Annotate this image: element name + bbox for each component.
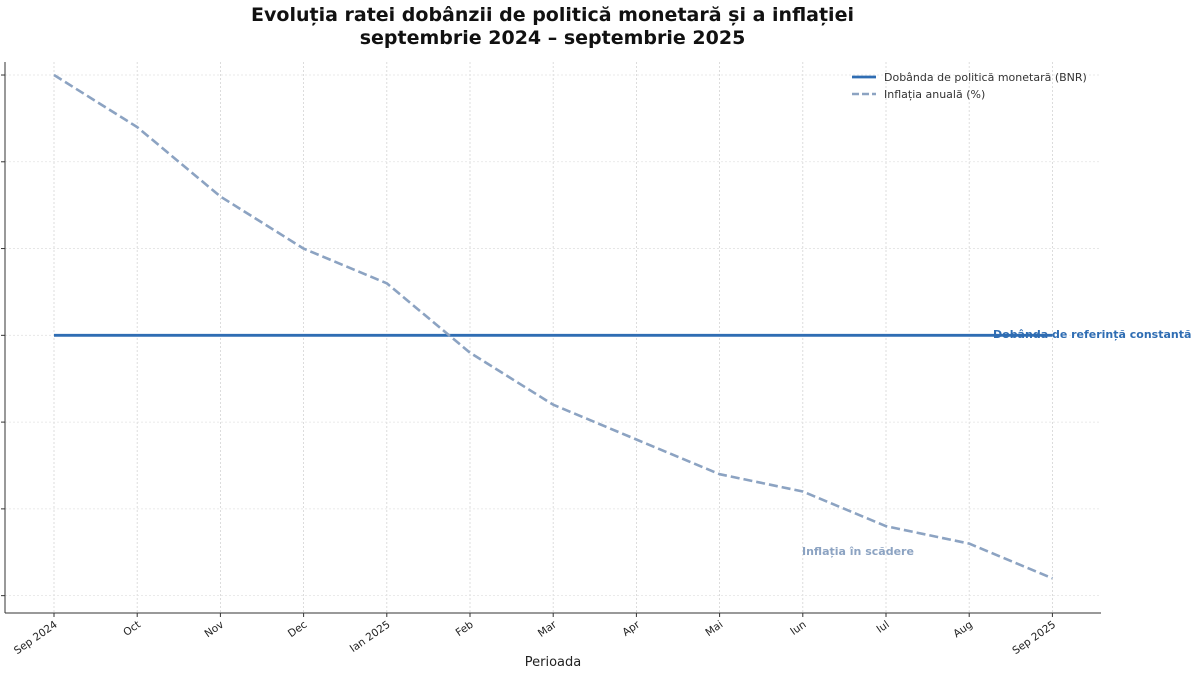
annotation-policy-rate: Dobânda de referință constantă: [993, 328, 1191, 341]
legend-label: Inflația anuală (%): [884, 88, 985, 101]
x-tick-label: Feb: [454, 618, 476, 639]
x-tick-label: Sep 2025: [1010, 619, 1058, 657]
x-tick-label: Sep 2024: [12, 618, 60, 657]
x-tick-label: Iun: [788, 619, 808, 638]
x-tick-label: Mar: [536, 618, 560, 640]
annotation-inflation: Inflația în scădere: [802, 545, 914, 558]
x-tick-label: Apr: [620, 618, 642, 639]
chart-title-line-2: septembrie 2024 – septembrie 2025: [359, 27, 746, 49]
legend-label: Dobânda de politică monetară (BNR): [884, 71, 1087, 84]
chart-title: Evoluția ratei dobânzii de politică mone…: [0, 4, 1105, 50]
x-tick-label: Dec: [286, 619, 310, 641]
x-tick-label: Aug: [951, 619, 975, 641]
x-axis-label: Perioada: [525, 655, 581, 670]
x-tick-label: Ian 2025: [348, 619, 393, 655]
chart-title-line-1: Evoluția ratei dobânzii de politică mone…: [251, 4, 854, 26]
x-tick-label: Mai: [703, 619, 725, 639]
x-tick-label: Nov: [202, 619, 226, 641]
x-tick-label: Oct: [121, 619, 143, 639]
inflation-line: [53, 73, 1053, 580]
x-tick-label: Iul: [874, 619, 891, 636]
